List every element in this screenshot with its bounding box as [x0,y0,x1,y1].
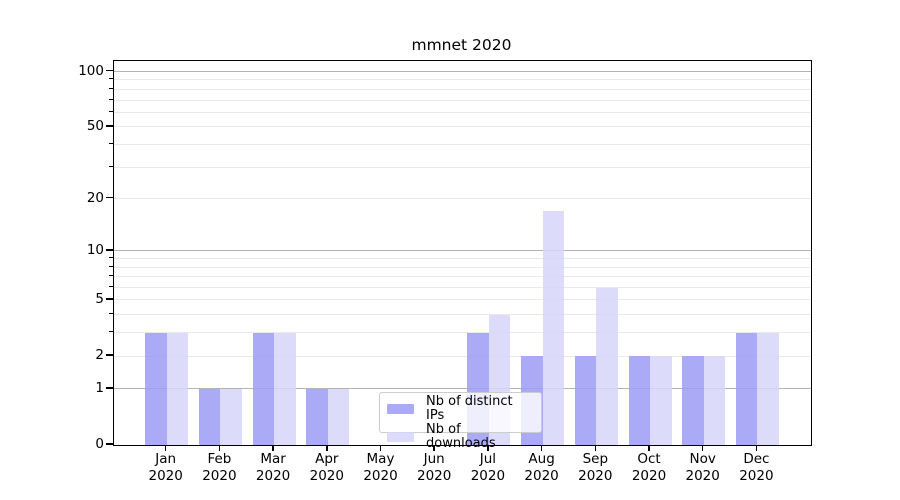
bar-distinct-ips [735,332,758,445]
minor-gridline [114,287,811,289]
x-axis-tick-label: Feb 2020 [202,451,237,484]
plot-area [113,60,812,446]
minor-gridline [114,266,811,268]
x-axis-tick [540,445,543,452]
y-axis-minor-tick [109,286,113,288]
x-axis-tick [701,445,704,452]
y-axis-minor-tick [109,98,113,100]
legend-item-downloads: Nb of downloads [387,423,534,451]
legend-label-downloads: Nb of downloads [426,422,496,451]
y-axis-tick [106,443,113,445]
bar-distinct-ips [198,388,221,445]
x-axis-tick [433,445,435,452]
y-axis-tick [106,125,113,127]
y-axis-tick [106,387,113,389]
x-axis-tick-label: Sep 2020 [578,451,613,484]
minor-gridline [114,276,811,278]
y-axis-minor-tick [109,87,113,89]
y-axis-minor-tick [109,313,113,315]
bar-downloads [650,356,672,445]
bar-downloads [327,388,350,445]
minor-gridline [114,355,811,357]
x-axis-tick-label: Oct 2020 [631,451,667,484]
y-axis-minor-tick [109,165,113,167]
minor-gridline [114,88,811,90]
y-axis-tick-label: 100 [78,62,104,79]
legend-swatch-downloads [387,432,414,442]
major-gridline [114,388,811,390]
y-axis-minor-tick [109,142,113,144]
x-axis-tick-label: Aug 2020 [524,451,559,484]
bar-downloads [703,356,726,445]
y-axis-tick-label: 5 [95,290,104,307]
y-axis-tick-label: 1 [95,379,104,396]
minor-gridline [114,332,811,334]
x-axis-tick-label: Mar 2020 [255,451,291,484]
bar-downloads [274,332,296,445]
bar-downloads [220,388,242,445]
minor-gridline [114,166,811,168]
minor-gridline [114,299,811,301]
y-axis-minor-tick [109,275,113,277]
x-axis-tick [594,445,597,452]
minor-gridline [114,79,811,81]
y-axis-tick [106,354,113,356]
y-axis-tick [106,196,113,199]
minor-gridline [114,99,811,101]
y-axis-minor-tick [109,257,113,259]
bar-distinct-ips [574,356,597,445]
x-axis-tick [755,445,758,452]
y-axis-tick-label: 10 [86,241,104,258]
y-axis-tick-label: 2 [95,347,104,364]
x-axis-tick [379,445,382,452]
bar-downloads [166,332,189,445]
x-axis-tick [218,445,221,452]
legend-label-distinct-ips: Nb of distinct IPs [426,394,513,423]
major-gridline [114,71,811,72]
major-gridline [114,250,811,252]
x-axis-tick [164,445,167,452]
minor-gridline [114,111,811,113]
bar-downloads [542,211,565,445]
x-axis-tick-label: Nov 2020 [685,451,720,484]
y-axis-tick [106,298,113,300]
x-axis-tick [648,445,650,452]
y-axis-tick-label: 50 [86,117,104,134]
x-axis-tick-label: Jul 2020 [470,451,506,484]
y-axis-minor-tick [109,78,113,80]
x-axis-tick [272,445,274,452]
legend-swatch-distinct-ips [387,404,414,414]
x-axis-tick [487,445,489,452]
minor-gridline [114,198,811,200]
legend: Nb of distinct IPs Nb of downloads [379,392,542,451]
x-axis-tick [326,445,328,452]
bar-distinct-ips [145,332,167,445]
y-axis-tick [106,249,113,251]
y-axis-tick [106,69,113,72]
bar-distinct-ips [682,356,704,445]
legend-item-distinct-ips: Nb of distinct IPs [387,395,534,423]
minor-gridline [114,126,811,128]
y-axis-minor-tick [109,110,113,112]
bar-downloads [596,287,618,445]
minor-gridline [114,258,811,260]
y-axis-tick-label: 0 [95,436,104,452]
x-axis-tick-label: May 2020 [363,451,398,484]
x-axis-tick-label: Apr 2020 [309,451,344,484]
bar-downloads [757,332,779,445]
y-axis-minor-tick [109,265,113,267]
bar-distinct-ips [306,388,328,445]
x-axis-tick-label: Jan 2020 [148,451,183,484]
bar-distinct-ips [628,356,650,445]
minor-gridline [114,314,811,316]
chart-title: mmnet 2020 [411,36,512,54]
y-axis-minor-tick [109,331,113,333]
x-axis-tick-label: Jun 2020 [417,451,452,484]
minor-gridline [114,143,811,145]
x-axis-tick-label: Dec 2020 [739,451,774,484]
bar-distinct-ips [252,332,275,445]
y-axis-tick-label: 20 [86,189,104,206]
